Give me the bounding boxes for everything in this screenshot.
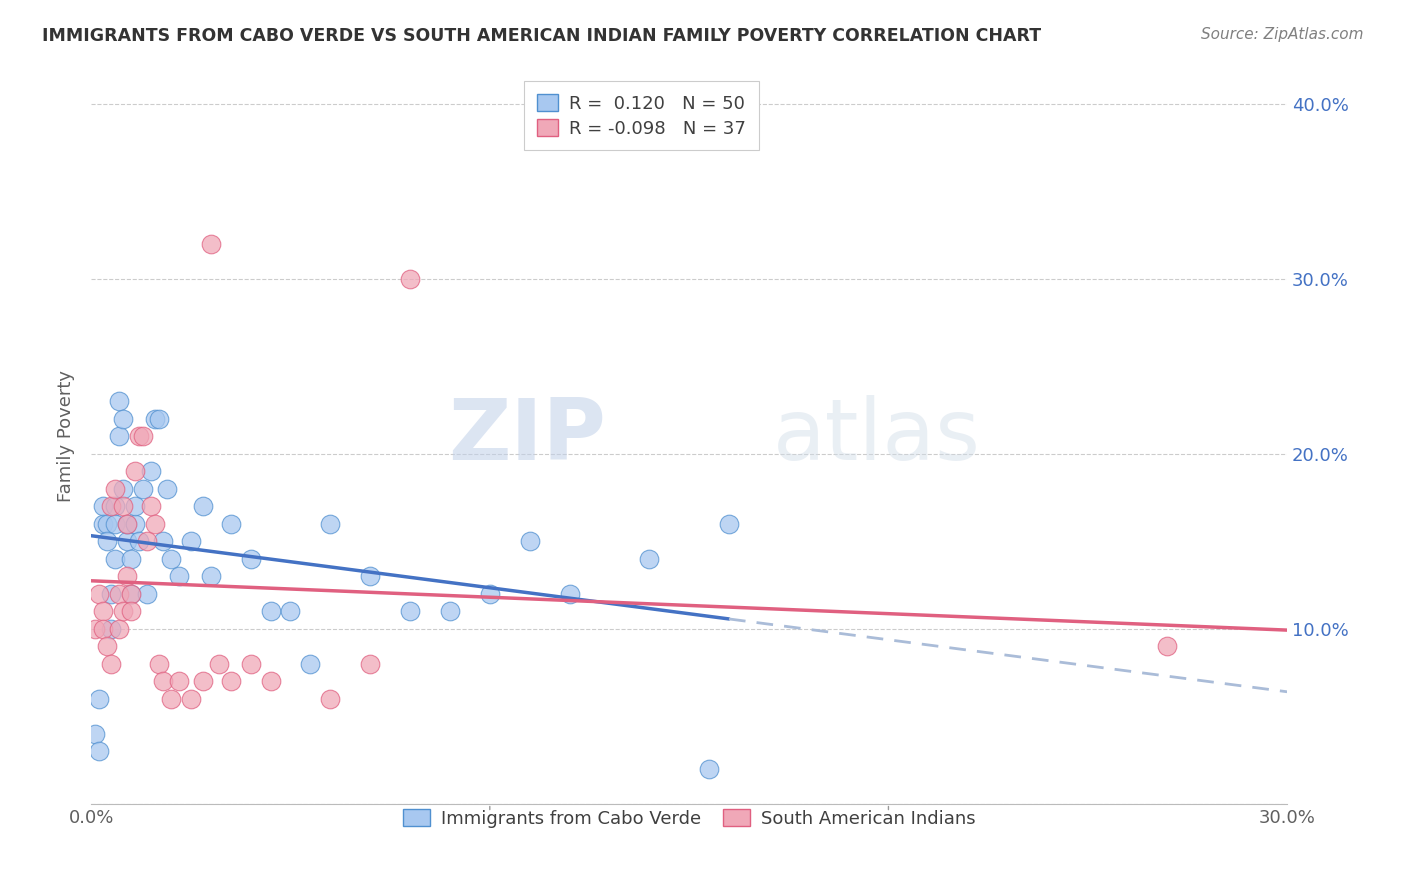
Point (697, 762, 720, 776)
Point (143, 411, 166, 425)
Point (519, 534, 541, 549)
Point (136, 534, 159, 549)
Point (91, 622, 114, 636)
Point (115, 534, 138, 549)
Point (108, 394, 131, 409)
Point (558, 586, 581, 600)
Point (259, 674, 281, 689)
Point (112, 499, 135, 513)
Point (359, 657, 381, 671)
Text: atlas: atlas (773, 394, 981, 477)
Y-axis label: Family Poverty: Family Poverty (58, 370, 75, 502)
Point (439, 604, 461, 618)
Point (115, 516, 138, 531)
Point (108, 586, 131, 600)
Point (152, 674, 174, 689)
Point (96, 516, 118, 531)
Point (717, 516, 740, 531)
Point (191, 674, 214, 689)
Point (299, 657, 322, 671)
Point (115, 516, 138, 531)
Point (167, 569, 190, 583)
Point (143, 516, 166, 531)
Point (120, 586, 142, 600)
Point (120, 586, 142, 600)
Point (180, 534, 202, 549)
Point (100, 586, 122, 600)
Point (104, 482, 127, 496)
Point (638, 551, 661, 566)
Point (1156, 639, 1178, 653)
Point (108, 622, 131, 636)
Point (112, 604, 135, 618)
Point (478, 586, 501, 600)
Point (115, 569, 138, 583)
Point (208, 657, 231, 671)
Point (139, 464, 162, 478)
Point (160, 551, 183, 566)
Point (89, 586, 111, 600)
Text: Source: ZipAtlas.com: Source: ZipAtlas.com (1201, 27, 1364, 42)
Point (91, 499, 114, 513)
Point (399, 604, 422, 618)
Point (239, 551, 262, 566)
Legend: Immigrants from Cabo Verde, South American Indians: Immigrants from Cabo Verde, South Americ… (395, 802, 983, 835)
Point (108, 429, 131, 443)
Point (128, 534, 150, 549)
Point (148, 411, 170, 425)
Point (104, 499, 127, 513)
Point (89, 744, 111, 758)
Point (89, 691, 111, 706)
Point (239, 657, 262, 671)
Point (120, 551, 142, 566)
Point (112, 411, 135, 425)
Point (124, 464, 146, 478)
Point (120, 604, 142, 618)
Point (319, 516, 342, 531)
Point (319, 691, 342, 706)
Point (124, 499, 146, 513)
Point (124, 516, 146, 531)
Point (96, 639, 118, 653)
Point (259, 604, 281, 618)
Point (132, 429, 155, 443)
Point (180, 691, 202, 706)
Point (148, 657, 170, 671)
Point (96, 534, 118, 549)
Point (91, 604, 114, 618)
Point (139, 499, 162, 513)
Point (132, 482, 155, 496)
Point (100, 622, 122, 636)
Text: IMMIGRANTS FROM CABO VERDE VS SOUTH AMERICAN INDIAN FAMILY POVERTY CORRELATION C: IMMIGRANTS FROM CABO VERDE VS SOUTH AMER… (42, 27, 1042, 45)
Point (128, 429, 150, 443)
Point (219, 516, 242, 531)
Point (104, 516, 127, 531)
Point (100, 499, 122, 513)
Point (112, 482, 135, 496)
Text: ZIP: ZIP (447, 394, 606, 477)
Point (100, 657, 122, 671)
Point (200, 236, 222, 251)
Point (280, 604, 302, 618)
Point (359, 569, 381, 583)
Point (84, 726, 107, 740)
Point (152, 534, 174, 549)
Point (219, 674, 242, 689)
Point (191, 499, 214, 513)
Point (84, 622, 107, 636)
Point (156, 482, 179, 496)
Point (399, 271, 422, 285)
Point (160, 691, 183, 706)
Point (104, 551, 127, 566)
Point (91, 516, 114, 531)
Point (200, 569, 222, 583)
Point (167, 674, 190, 689)
Point (136, 586, 159, 600)
